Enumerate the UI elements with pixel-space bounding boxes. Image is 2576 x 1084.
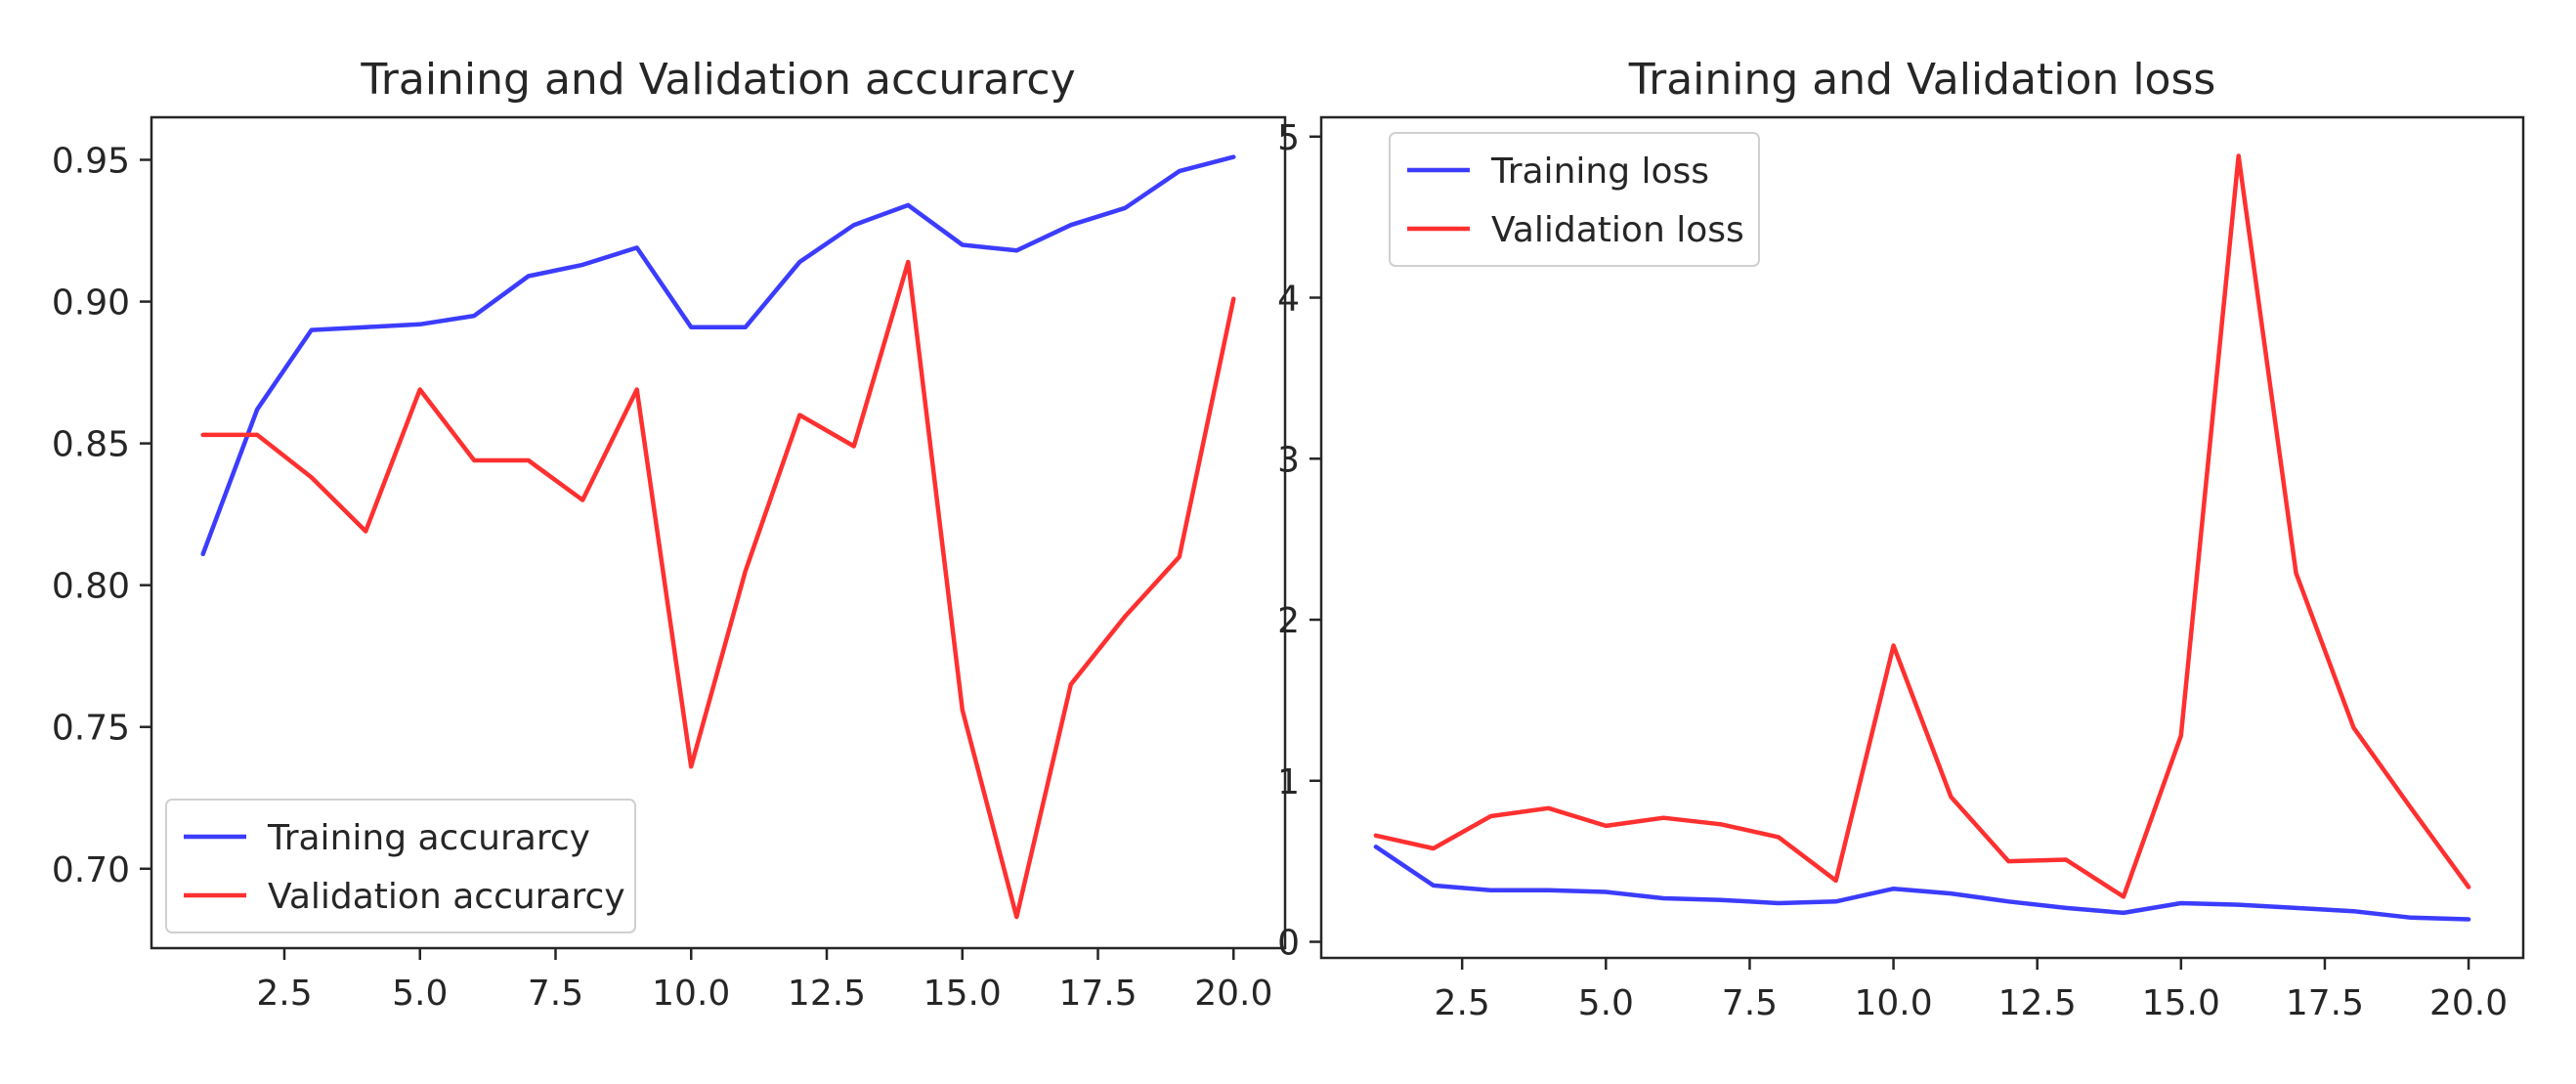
acc-legend-label-training: Training accurarcy [267, 818, 590, 858]
loss-legend-label-training: Training loss [1490, 152, 1709, 192]
loss-legend-box [1389, 132, 1760, 267]
acc-y-tick-label: 0.95 [52, 142, 130, 182]
acc-y-tick-label: 0.90 [52, 283, 130, 324]
loss-x-tick-label: 15.0 [2142, 983, 2220, 1023]
acc-chart-title: Training and Validation accurarcy [360, 55, 1075, 105]
loss-x-tick-label: 5.0 [1578, 983, 1634, 1023]
loss-y-tick-label: 3 [1277, 440, 1300, 480]
acc-x-tick-label: 17.5 [1058, 974, 1137, 1014]
acc-x-tick-label: 20.0 [1194, 974, 1272, 1014]
acc-x-tick-label: 15.0 [923, 974, 1002, 1014]
acc-y-tick-label: 0.80 [52, 567, 130, 607]
acc-y-tick-label: 0.70 [52, 850, 130, 890]
acc-legend-box [165, 799, 636, 933]
loss-series-line-validation [1373, 153, 2471, 899]
loss-x-tick-label: 20.0 [2429, 983, 2508, 1023]
loss-x-tick-label: 2.5 [1435, 983, 1490, 1023]
loss-y-tick-label: 2 [1277, 601, 1300, 641]
acc-series-line-validation [200, 259, 1236, 920]
loss-x-tick-label: 12.5 [1998, 983, 2077, 1023]
acc-y-tick-label: 0.75 [52, 709, 130, 749]
loss-chart: Training and Validation loss 2.5 5.0 7.5 10.… [1277, 55, 2525, 1023]
acc-x-tick-label: 7.5 [528, 974, 583, 1014]
loss-legend-label-validation: Validation loss [1491, 210, 1744, 250]
loss-y-tick-label: 5 [1277, 118, 1300, 158]
loss-y-tick-label: 4 [1277, 280, 1300, 320]
loss-y-tick-label: 0 [1277, 924, 1300, 964]
acc-x-tick-label: 2.5 [256, 974, 312, 1014]
acc-x-tick-label: 5.0 [392, 974, 448, 1014]
loss-chart-title: Training and Validation loss [1628, 55, 2216, 105]
acc-plot-frame [150, 115, 1287, 950]
loss-y-tick-label: 1 [1277, 762, 1300, 802]
accuracy-chart: Training and Validation accurarcy 2.5 5.0 7… [52, 55, 1287, 1014]
acc-x-tick-label: 10.0 [652, 974, 730, 1014]
loss-series-line-training [1373, 845, 2471, 922]
acc-x-tick-label: 12.5 [788, 974, 866, 1014]
acc-legend: Training accurarcy Validation accurarcy [165, 799, 636, 933]
loss-x-tick-label: 7.5 [1722, 983, 1778, 1023]
acc-series-line-training [200, 154, 1236, 557]
loss-x-tick-label: 10.0 [1854, 983, 1932, 1023]
loss-legend: Training loss Validation loss [1389, 132, 1760, 267]
acc-legend-label-validation: Validation accurarcy [268, 877, 625, 917]
loss-plot-frame [1319, 115, 2525, 960]
loss-x-tick-label: 17.5 [2286, 983, 2364, 1023]
acc-y-tick-label: 0.85 [52, 425, 130, 465]
